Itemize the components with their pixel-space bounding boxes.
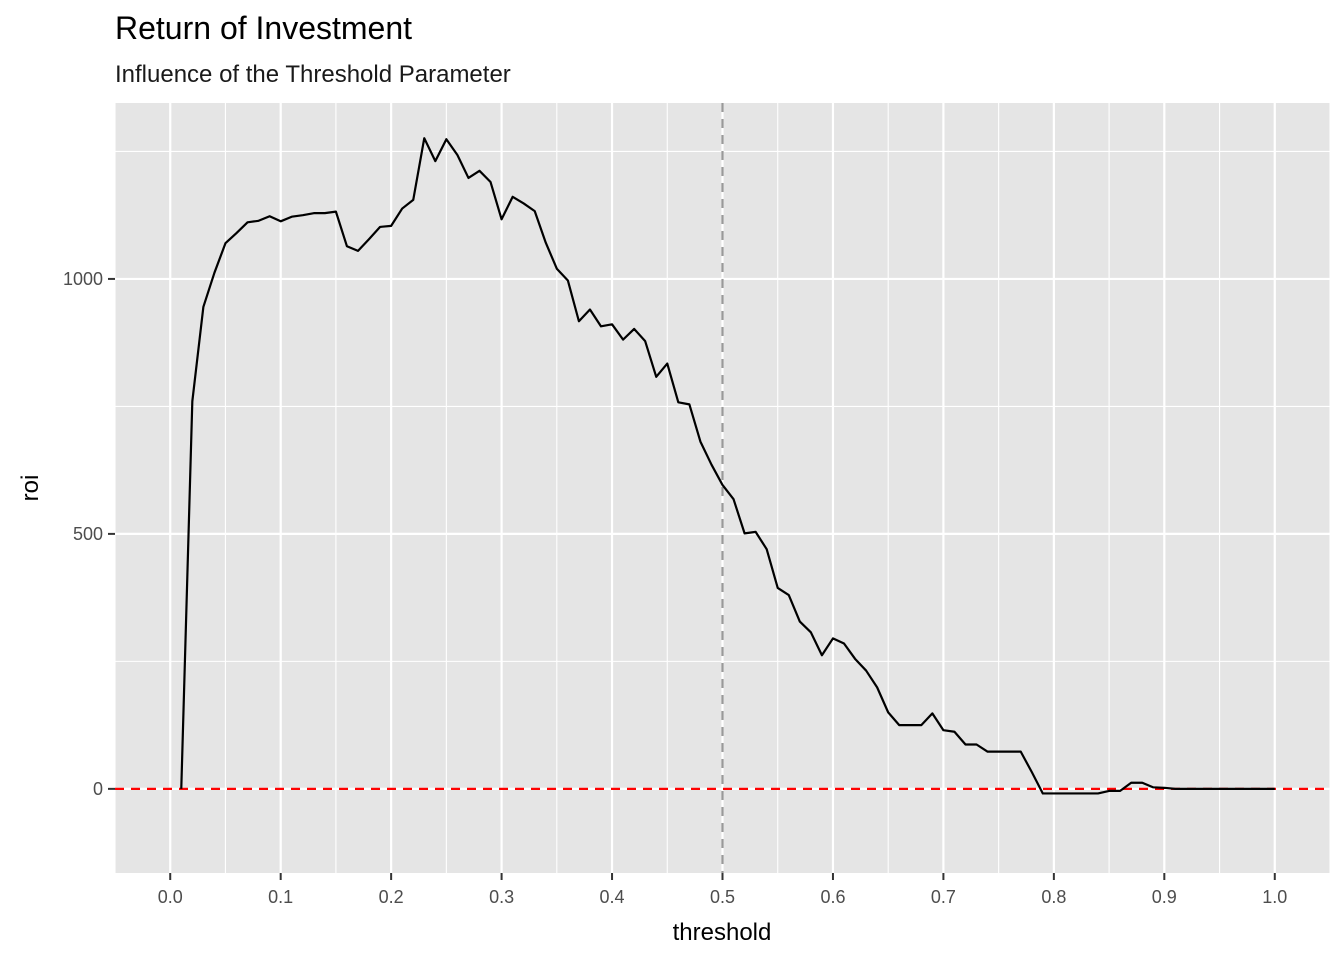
y-axis-title: roi bbox=[17, 475, 44, 502]
x-tick-label: 0.1 bbox=[268, 887, 293, 907]
y-tick-label: 500 bbox=[73, 524, 103, 544]
x-tick-label: 0.5 bbox=[710, 887, 735, 907]
x-tick-label: 0.0 bbox=[158, 887, 183, 907]
x-tick-label: 0.2 bbox=[379, 887, 404, 907]
x-tick-label: 0.8 bbox=[1041, 887, 1066, 907]
roi-series-line bbox=[180, 137, 1275, 795]
x-tick-label: 1.0 bbox=[1262, 887, 1287, 907]
grid-lines bbox=[114, 103, 1331, 873]
axis-ticks: 0.0 0.1 0.2 0.3 0.4 0.5 0.6 0.7 0.8 0.9 1.0 0 500 100… bbox=[63, 269, 1287, 907]
x-tick-label: 0.7 bbox=[931, 887, 956, 907]
series-lines bbox=[180, 137, 1275, 795]
x-axis-title: threshold bbox=[673, 919, 772, 946]
x-tick-label: 0.3 bbox=[489, 887, 514, 907]
y-tick-label: 0 bbox=[93, 779, 103, 799]
chart-title: Return of Investment bbox=[115, 10, 412, 46]
x-tick-label: 0.6 bbox=[820, 887, 845, 907]
x-tick-label: 0.9 bbox=[1152, 887, 1177, 907]
y-tick-label: 1000 bbox=[63, 269, 103, 289]
chart-subtitle: Influence of the Threshold Parameter bbox=[115, 61, 511, 88]
reference-lines bbox=[115, 103, 1330, 873]
x-tick-label: 0.4 bbox=[600, 887, 625, 907]
